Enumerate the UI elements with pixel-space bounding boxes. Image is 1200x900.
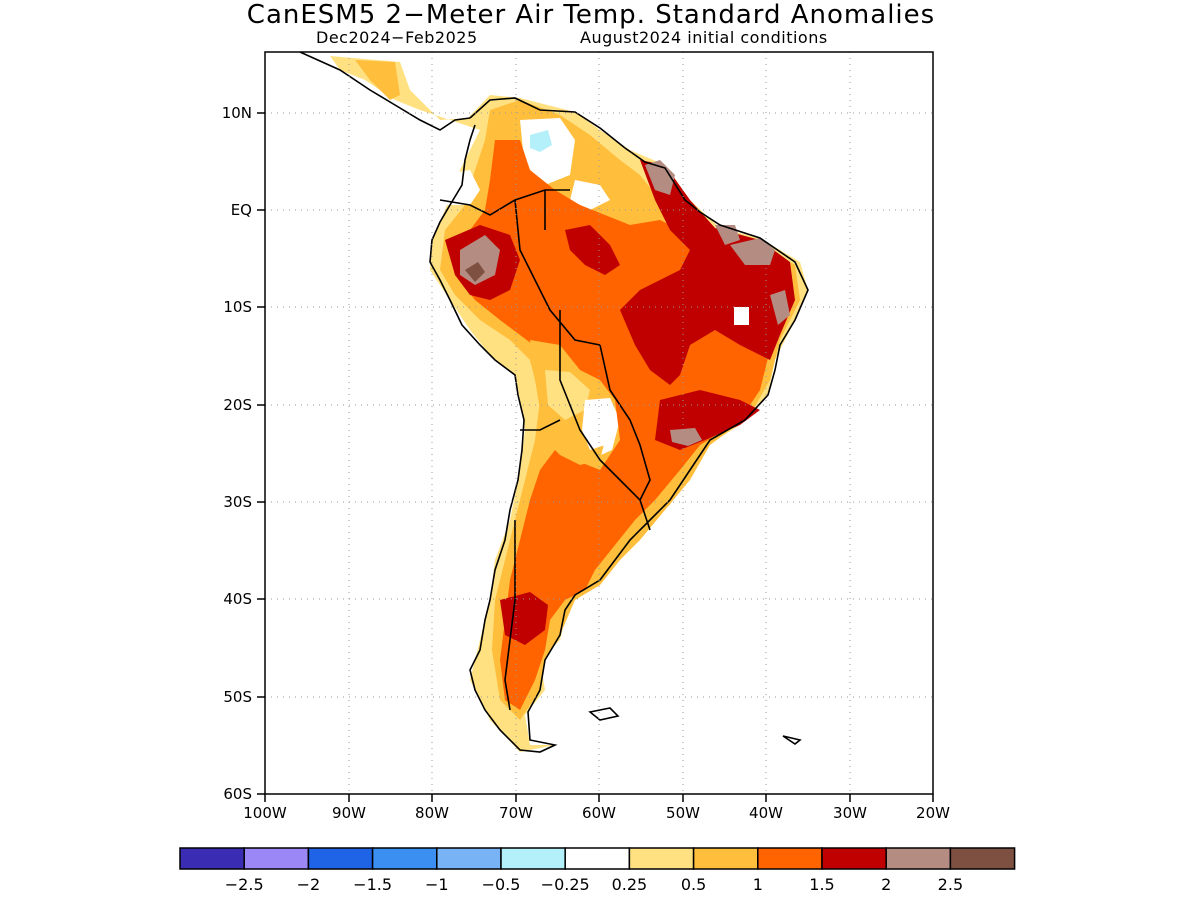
colorbar-label: −1 — [425, 875, 449, 894]
missing-data-cell — [734, 307, 749, 325]
map-title: CanESM5 2−Meter Air Temp. Standard Anoma… — [246, 0, 936, 30]
colorbar-label: −0.25 — [541, 875, 590, 894]
coastline-central-america — [299, 52, 471, 131]
island-falklands — [588, 707, 620, 721]
colorbar-label: 1.5 — [809, 875, 834, 894]
colorbar-labels: −2.5 −2 −1.5 −1 −0.5 −0.25 0.25 0.5 1 1.5 2 2.5 — [225, 875, 963, 894]
colorbar-swatch — [885, 847, 952, 870]
lon-label: 80W — [415, 804, 449, 822]
lon-label: 40W — [749, 804, 783, 822]
coastline-south-america — [429, 97, 809, 753]
lon-label: 50W — [666, 804, 700, 822]
anomaly-band-0.5-1-inner — [545, 370, 590, 420]
axis-ticks — [257, 112, 934, 802]
anomaly-band-max — [465, 262, 485, 282]
border-lines — [439, 189, 651, 711]
forecast-period: Dec2024−Feb2025 — [316, 28, 478, 47]
colorbar-swatch — [436, 847, 502, 870]
anomaly-band-2-2.5 — [445, 160, 795, 645]
grid — [265, 52, 933, 794]
lat-label: EQ — [231, 201, 252, 219]
colorbar-swatch — [500, 847, 566, 870]
colorbar-swatch — [371, 847, 438, 870]
colorbar-label: −2.5 — [225, 875, 264, 894]
colorbar-swatch — [821, 847, 887, 870]
colorbar-swatch — [757, 847, 823, 870]
colorbar-swatch — [564, 847, 631, 870]
colorbar-swatch — [243, 847, 310, 870]
lon-label: 90W — [332, 804, 366, 822]
colorbar-swatch — [179, 847, 245, 870]
lat-label: 40S — [223, 590, 252, 608]
coastlines — [299, 52, 809, 753]
colorbar-label: 0.25 — [612, 875, 648, 894]
lat-label: 10S — [223, 298, 252, 316]
colorbar-swatch — [692, 847, 759, 870]
lat-label: 20S — [223, 396, 252, 414]
lon-label: 20W — [916, 804, 950, 822]
lon-label: 100W — [243, 804, 287, 822]
colorbar-swatch — [628, 847, 695, 870]
lon-label: 30W — [833, 804, 867, 822]
anomaly-band-negative-small — [530, 130, 552, 152]
colorbar-label: −0.5 — [482, 875, 521, 894]
colorbar-label: −2 — [297, 875, 321, 894]
initial-conditions: August2024 initial conditions — [580, 28, 828, 47]
lat-labels: 10N EQ 10S 20S 30S 40S 50S 60S — [222, 104, 252, 803]
lat-label: 50S — [223, 688, 252, 706]
colorbar-label: −1.5 — [353, 875, 392, 894]
lat-label: 30S — [223, 493, 252, 511]
colorbar-label: 1 — [753, 875, 763, 894]
colorbar-label: 2.5 — [938, 875, 963, 894]
colorbar-label: 2 — [881, 875, 891, 894]
lon-label: 60W — [582, 804, 616, 822]
colorbar-swatch — [949, 847, 1016, 870]
lon-labels: 100W 90W 80W 70W 60W 50W 40W 30W 20W — [243, 804, 950, 822]
colorbar-label: 0.5 — [681, 875, 706, 894]
lat-label: 60S — [223, 785, 252, 803]
colorbar — [179, 847, 1016, 870]
colorbar-swatch — [307, 847, 374, 870]
lon-label: 70W — [499, 804, 533, 822]
lat-label: 10N — [222, 104, 252, 122]
island-south-georgia — [782, 735, 802, 745]
